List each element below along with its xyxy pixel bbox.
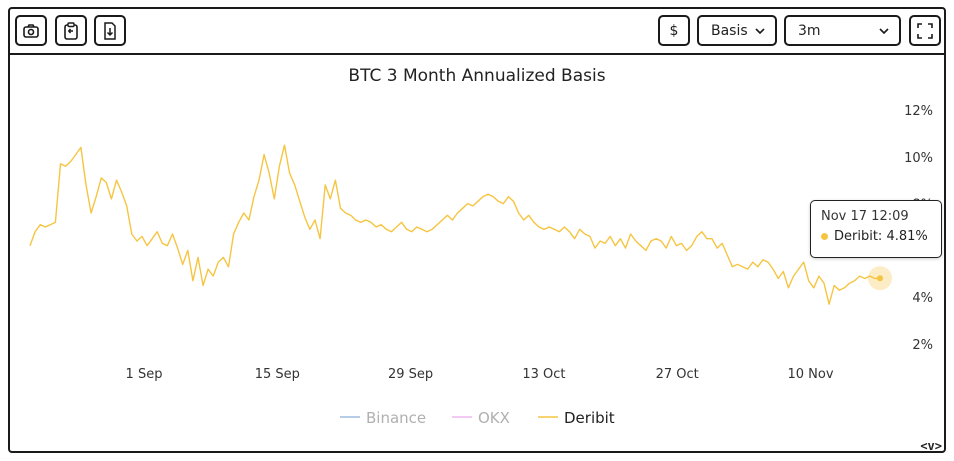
legend-item-binance[interactable]: Binance	[366, 409, 426, 427]
toolbar: $ Basis 3m	[10, 9, 944, 55]
copy-to-clipboard-button[interactable]	[55, 15, 87, 46]
tooltip-row: Deribit: 4.81%	[821, 229, 931, 244]
x-axis: 1 Sep 15 Sep 29 Sep 13 Oct 27 Oct 10 Nov	[126, 367, 834, 382]
camera-icon	[23, 23, 39, 38]
range-select[interactable]: 3m	[784, 15, 901, 46]
x-tick-label: 29 Sep	[388, 367, 433, 382]
hover-point	[877, 275, 883, 282]
tooltip: Nov 17 12:09 Deribit: 4.81%	[810, 200, 942, 258]
y-tick-label: 12%	[904, 104, 933, 119]
fullscreen-icon	[917, 22, 933, 39]
fullscreen-button[interactable]	[909, 15, 941, 46]
chart-widget: $ Basis 3m	[8, 7, 946, 453]
file-download-icon	[104, 21, 116, 40]
x-tick-label: 13 Oct	[522, 367, 565, 382]
chart-title: BTC 3 Month Annualized Basis	[348, 66, 605, 86]
chevron-down-icon	[879, 27, 889, 34]
range-select-value: 3m	[798, 22, 821, 39]
y-tick-label: 10%	[904, 151, 933, 166]
legend-item-deribit[interactable]: Deribit	[564, 409, 615, 427]
x-tick-label: 15 Sep	[255, 367, 300, 382]
tooltip-series-dot	[821, 233, 828, 240]
currency-label: $	[669, 22, 679, 39]
x-tick-label: 1 Sep	[126, 367, 163, 382]
y-tick-label: 4%	[912, 291, 933, 306]
legend-item-okx[interactable]: OKX	[478, 409, 510, 427]
y-tick-label: 2%	[912, 338, 933, 353]
nav-arrows[interactable]: <v>	[920, 439, 942, 453]
tooltip-value: Deribit: 4.81%	[834, 229, 928, 244]
currency-button[interactable]: $	[658, 15, 690, 46]
series-line-deribit	[29, 144, 881, 305]
tooltip-date: Nov 17 12:09	[821, 209, 909, 224]
metric-select-value: Basis	[711, 22, 748, 39]
x-tick-label: 27 Oct	[656, 367, 699, 382]
chevron-down-icon	[755, 27, 765, 34]
legend[interactable]: Binance OKX Deribit	[340, 409, 615, 427]
download-button[interactable]	[94, 15, 126, 46]
x-tick-label: 10 Nov	[787, 367, 833, 382]
metric-select[interactable]: Basis	[697, 15, 777, 46]
clipboard-icon	[64, 21, 78, 40]
screenshot-button[interactable]	[15, 15, 47, 46]
series-layer	[29, 144, 892, 305]
